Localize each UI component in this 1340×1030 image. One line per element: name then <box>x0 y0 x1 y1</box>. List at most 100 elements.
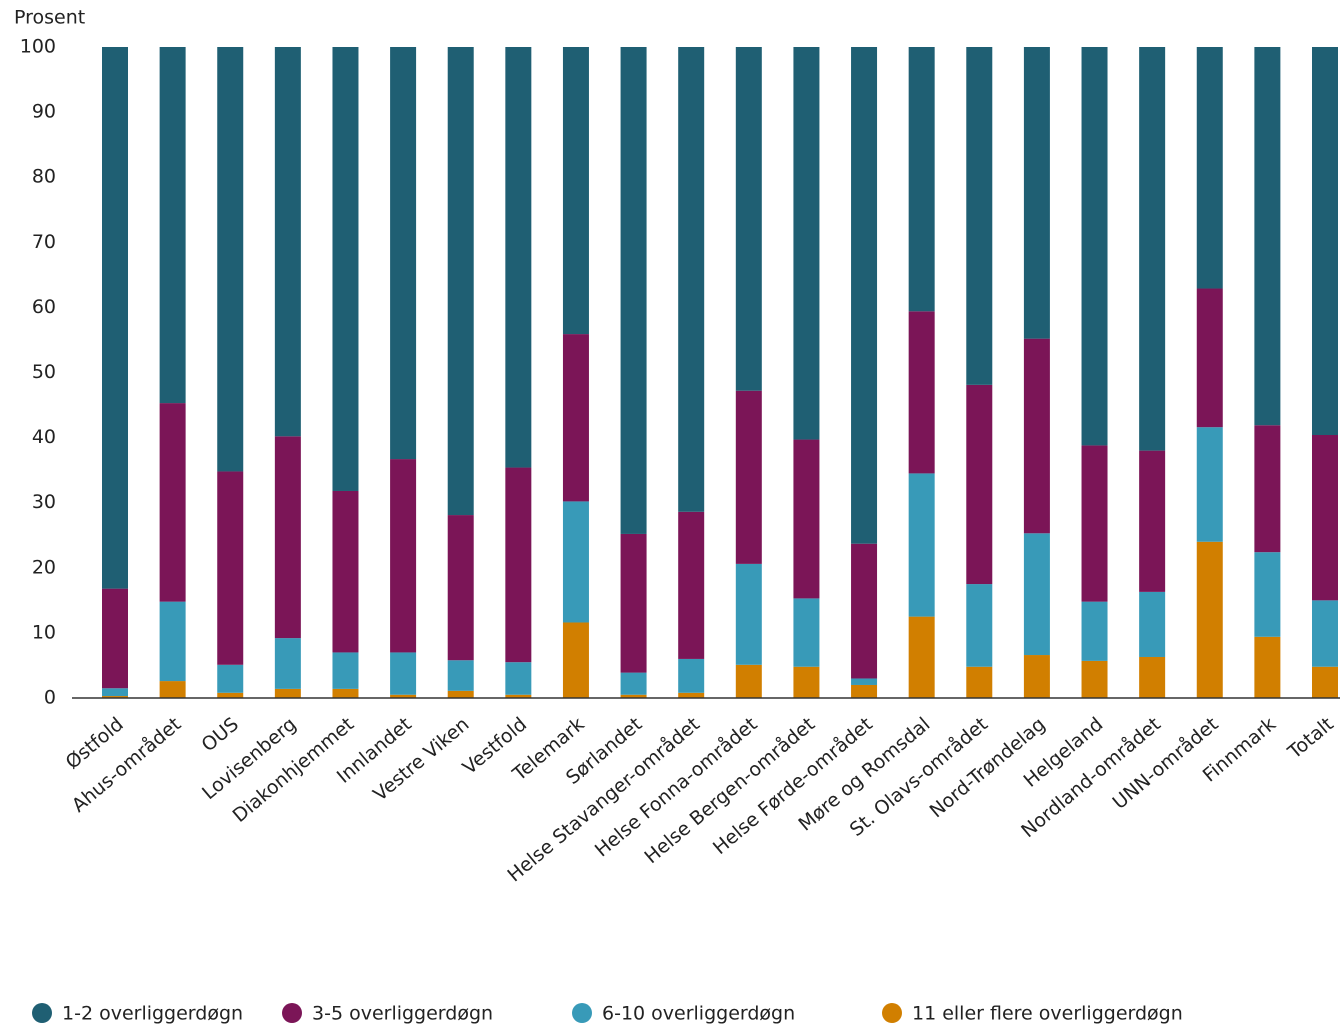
bar-segment <box>1139 656 1166 698</box>
bar-segment <box>908 47 935 312</box>
bar-segment <box>1254 47 1281 426</box>
bar-segment <box>966 666 993 698</box>
bar-segment <box>332 47 359 491</box>
bar-segment <box>1081 445 1108 602</box>
bar-segment <box>159 681 186 698</box>
bar-segment <box>1254 636 1281 698</box>
bar-segment <box>1196 541 1223 698</box>
bar-segment <box>620 672 647 695</box>
bar-segment <box>735 47 762 391</box>
y-tick-label: 90 <box>32 101 56 123</box>
bar-segment <box>274 638 301 689</box>
bar-segment <box>1139 47 1166 451</box>
bar-segment <box>908 616 935 698</box>
bar-segment <box>735 390 762 564</box>
bar-segment <box>678 692 705 698</box>
bar-segment <box>1312 666 1338 698</box>
y-tick-label: 60 <box>32 296 56 318</box>
bar-segment <box>735 664 762 698</box>
bar-segment <box>332 490 359 653</box>
bar-segment <box>1081 601 1108 661</box>
bar-segment <box>793 598 820 667</box>
bar-segment <box>390 47 417 460</box>
bar-segment <box>562 501 589 623</box>
y-tick-label: 30 <box>32 491 56 513</box>
bar-segment <box>1081 660 1108 698</box>
bar-segment <box>332 652 359 689</box>
bar-segment <box>562 47 589 335</box>
bar-segment <box>217 471 244 665</box>
bar-segment <box>274 688 301 698</box>
bar-segment <box>447 515 474 661</box>
bar-segment <box>332 688 359 698</box>
bar-segment <box>793 439 820 599</box>
bar-segment <box>562 622 589 698</box>
y-tick-label: 20 <box>32 556 56 578</box>
bar-segment <box>102 696 128 698</box>
bar-segment <box>908 473 935 617</box>
bar-segment <box>1023 338 1050 534</box>
bar-segment <box>1254 552 1281 637</box>
bar-segment <box>1139 591 1166 657</box>
bar-segment <box>505 47 532 468</box>
bar-segment <box>735 563 762 665</box>
legend-marker <box>882 1003 902 1023</box>
bar-segment <box>505 467 532 663</box>
bar-segment <box>1312 434 1338 601</box>
bar-segment <box>1196 427 1223 542</box>
bar-segment <box>505 662 532 695</box>
bar-segment <box>1312 47 1338 435</box>
bar-segment <box>620 694 647 698</box>
legend-label: 6-10 overliggerdøgn <box>602 1003 795 1025</box>
bar-segment <box>562 334 589 502</box>
bar-segment <box>908 311 935 474</box>
bar-segment <box>447 660 474 691</box>
bar-segment <box>1196 288 1223 428</box>
y-tick-label: 70 <box>32 231 56 253</box>
legend-label: 3-5 overliggerdøgn <box>312 1003 493 1025</box>
legend-marker <box>32 1003 52 1023</box>
bar-segment <box>851 47 878 544</box>
bar-segment <box>1081 47 1108 446</box>
bar-segment <box>447 690 474 698</box>
bar-segment <box>390 459 417 653</box>
bar-segment <box>620 47 647 534</box>
bar-segment <box>793 666 820 698</box>
bar-segment <box>966 584 993 667</box>
bar-segment <box>1023 47 1050 339</box>
bar-segment <box>102 588 128 689</box>
bar-segment <box>159 403 186 602</box>
bar-segment <box>217 692 244 698</box>
y-tick-label: 100 <box>20 36 56 58</box>
bar-segment <box>851 543 878 679</box>
bar-segment <box>620 533 647 673</box>
bar-segment <box>102 47 128 589</box>
y-axis-label: Prosent <box>14 7 85 29</box>
bar-segment <box>678 511 705 659</box>
bar-segment <box>1023 533 1050 656</box>
bar-segment <box>1139 450 1166 592</box>
bar-segment <box>1312 600 1338 667</box>
bar-segment <box>102 688 128 697</box>
bar-segment <box>966 384 993 585</box>
bar-segment <box>217 47 244 472</box>
bar-segment <box>447 47 474 516</box>
bar-segment <box>274 436 301 639</box>
bar-segment <box>966 47 993 385</box>
bar-segment <box>159 601 186 682</box>
bar-segment <box>390 694 417 698</box>
legend-marker <box>282 1003 302 1023</box>
bar-segment <box>217 664 244 693</box>
bar-segment <box>678 658 705 693</box>
x-tick-label: Totalt <box>1283 713 1338 764</box>
bar-segment <box>851 678 878 685</box>
y-tick-label: 0 <box>44 687 56 709</box>
x-tick-label: OUS <box>197 713 243 756</box>
y-tick-label: 10 <box>32 621 56 643</box>
legend-marker <box>572 1003 592 1023</box>
bar-segment <box>851 684 878 698</box>
bar-segment <box>1023 655 1050 698</box>
bar-segment <box>505 694 532 698</box>
bar-segment <box>1254 425 1281 553</box>
